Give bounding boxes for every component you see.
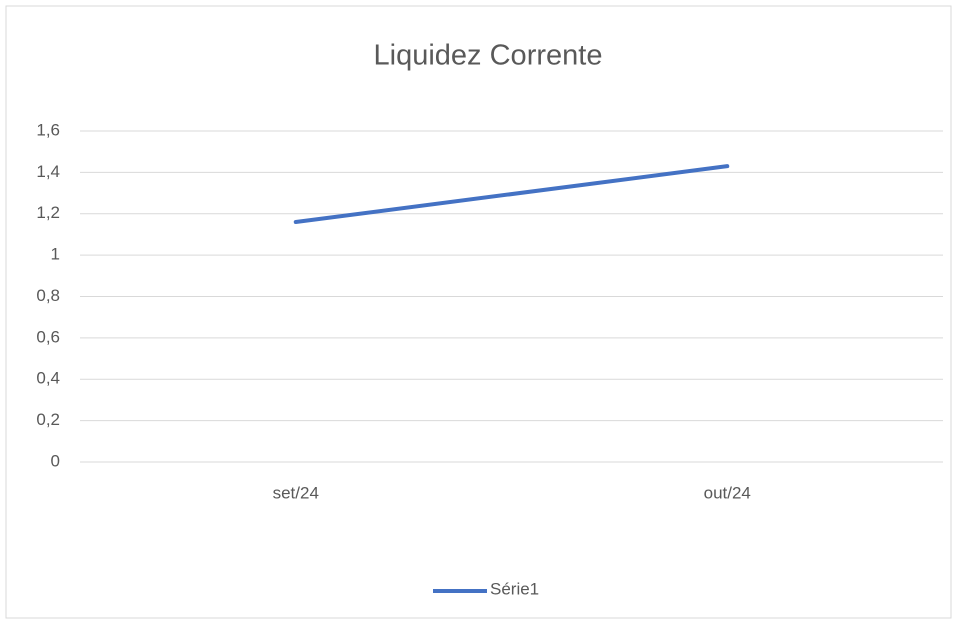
x-tick-label: set/24 <box>273 483 319 502</box>
y-tick-label: 0,4 <box>36 369 60 388</box>
y-tick-label: 0,6 <box>36 327 60 346</box>
x-tick-label: out/24 <box>704 483 751 502</box>
y-tick-label: 1,4 <box>36 162 60 181</box>
y-tick-label: 0,2 <box>36 410 60 429</box>
y-tick-label: 1 <box>51 245 60 264</box>
chart-frame <box>5 5 952 619</box>
chart-title: Liquidez Corrente <box>374 40 603 72</box>
legend-label: Série1 <box>490 579 539 598</box>
y-tick-label: 1,2 <box>36 203 60 222</box>
y-tick-label: 0 <box>51 451 60 470</box>
y-tick-label: 0,8 <box>36 286 60 305</box>
y-tick-label: 1,6 <box>36 120 60 139</box>
data-line <box>293 164 730 225</box>
